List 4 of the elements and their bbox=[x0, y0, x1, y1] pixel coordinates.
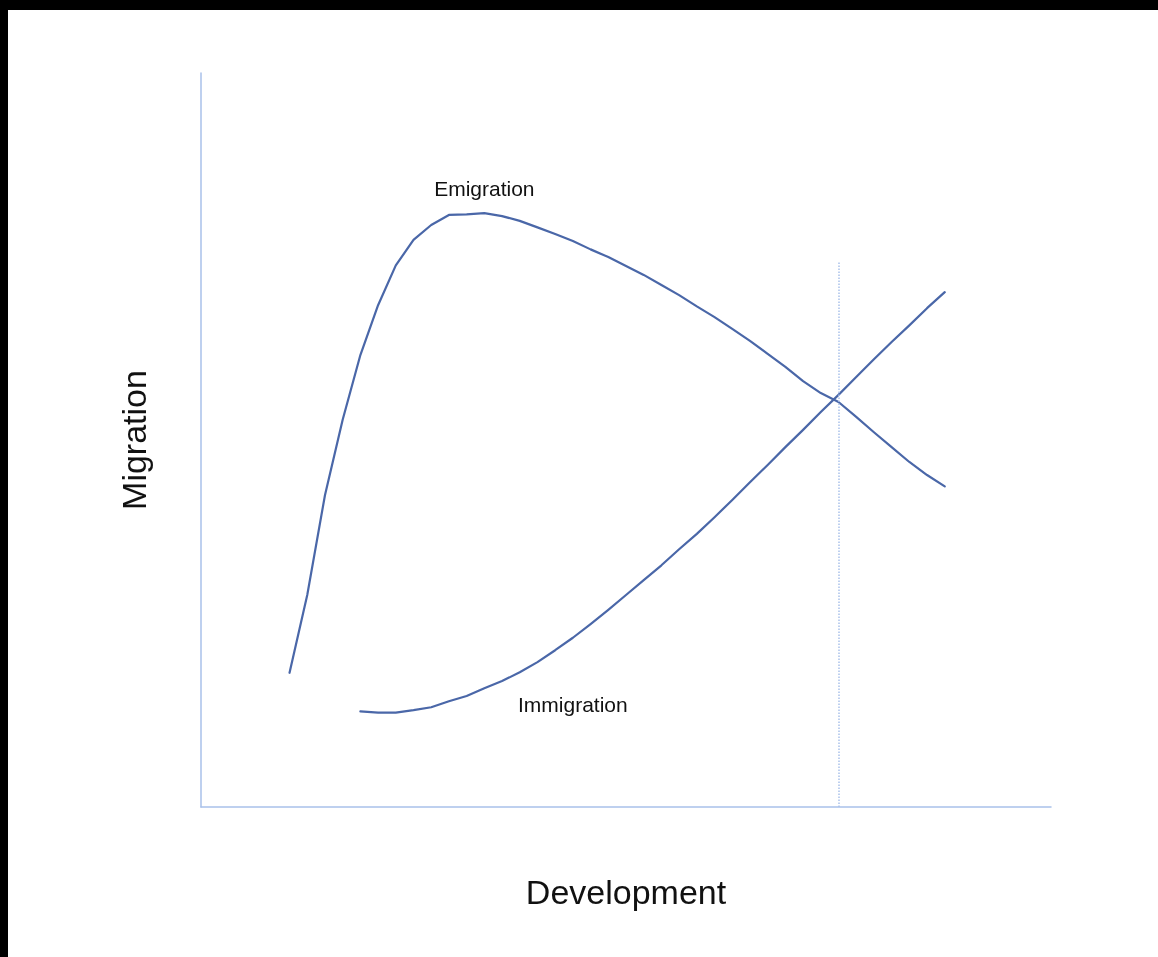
series-label: Emigration bbox=[434, 177, 535, 201]
series-label: Immigration bbox=[518, 692, 628, 716]
x-axis-title: Development bbox=[525, 873, 727, 911]
y-axis-title: Migration bbox=[115, 370, 153, 510]
